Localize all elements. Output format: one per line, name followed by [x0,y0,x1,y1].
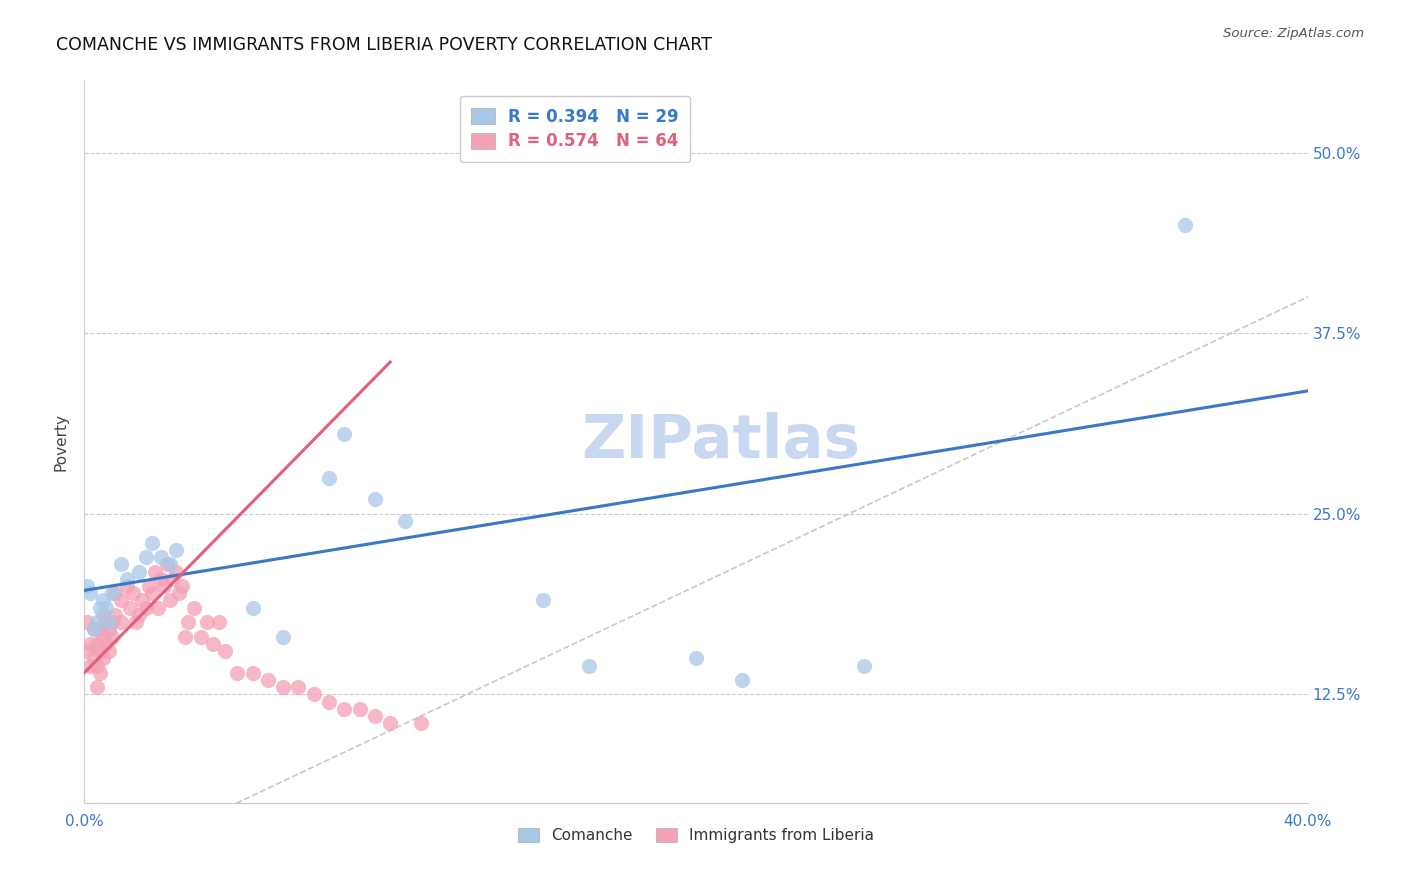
Point [195,615,218,630]
Point [83,623,105,637]
Point [149,572,172,586]
Point [83,623,105,637]
Point [79,586,101,600]
Y-axis label: Poverty: Poverty [53,412,69,471]
Point [141,535,163,549]
Point [380,716,402,731]
Point [731,673,754,687]
Point [318,470,340,484]
Point [76,644,98,658]
Point [115,572,138,586]
Point [128,607,150,622]
Point [91,651,114,665]
Point [165,542,187,557]
Point [159,593,181,607]
Point [79,658,101,673]
Point [201,637,224,651]
Point [333,427,356,442]
Point [104,607,127,622]
Point [165,565,187,579]
Legend: Comanche, Immigrants from Liberia: Comanche, Immigrants from Liberia [512,822,880,849]
Point [685,651,707,665]
Point [333,702,356,716]
Point [208,615,231,630]
Point [271,680,294,694]
Point [89,644,111,658]
Point [89,600,111,615]
Point [120,600,142,615]
Point [125,615,148,630]
Point [183,600,205,615]
Point [91,607,114,622]
Point [89,665,111,680]
Point [146,600,169,615]
Point [156,558,179,572]
Point [143,565,166,579]
Point [97,615,120,630]
Point [83,651,105,665]
Point [1174,218,1197,232]
Point [409,716,432,731]
Point [364,492,387,507]
Text: ZIPatlas: ZIPatlas [581,412,860,471]
Point [135,600,157,615]
Point [394,514,416,528]
Point [177,615,200,630]
Point [578,658,600,673]
Point [257,673,280,687]
Point [94,637,117,651]
Text: Source: ZipAtlas.com: Source: ZipAtlas.com [1223,27,1364,40]
Text: COMANCHE VS IMMIGRANTS FROM LIBERIA POVERTY CORRELATION CHART: COMANCHE VS IMMIGRANTS FROM LIBERIA POVE… [56,36,711,54]
Point [172,579,194,593]
Point [302,687,325,701]
Point [101,615,124,630]
Point [226,665,249,680]
Point [86,615,108,630]
Point [153,579,176,593]
Point [101,586,124,600]
Point [91,630,114,644]
Point [79,637,101,651]
Point [122,586,145,600]
Point [531,593,554,607]
Point [159,558,181,572]
Point [174,630,197,644]
Point [110,615,132,630]
Point [242,665,264,680]
Point [115,579,138,593]
Point [214,644,236,658]
Point [242,600,264,615]
Point [89,623,111,637]
Point [364,709,387,723]
Point [131,593,153,607]
Point [97,623,120,637]
Point [190,630,212,644]
Point [271,630,294,644]
Point [86,680,108,694]
Point [97,644,120,658]
Point [167,586,190,600]
Point [101,630,124,644]
Point [76,615,98,630]
Point [76,579,98,593]
Point [86,637,108,651]
Point [104,586,127,600]
Point [135,550,157,565]
Point [149,550,172,565]
Point [349,702,371,716]
Point [141,586,163,600]
Point [94,600,117,615]
Point [110,558,132,572]
Point [138,579,160,593]
Point [318,695,340,709]
Point [110,593,132,607]
Point [162,572,184,586]
Point [287,680,309,694]
Point [853,658,876,673]
Point [94,615,117,630]
Point [91,593,114,607]
Point [86,658,108,673]
Point [128,565,150,579]
